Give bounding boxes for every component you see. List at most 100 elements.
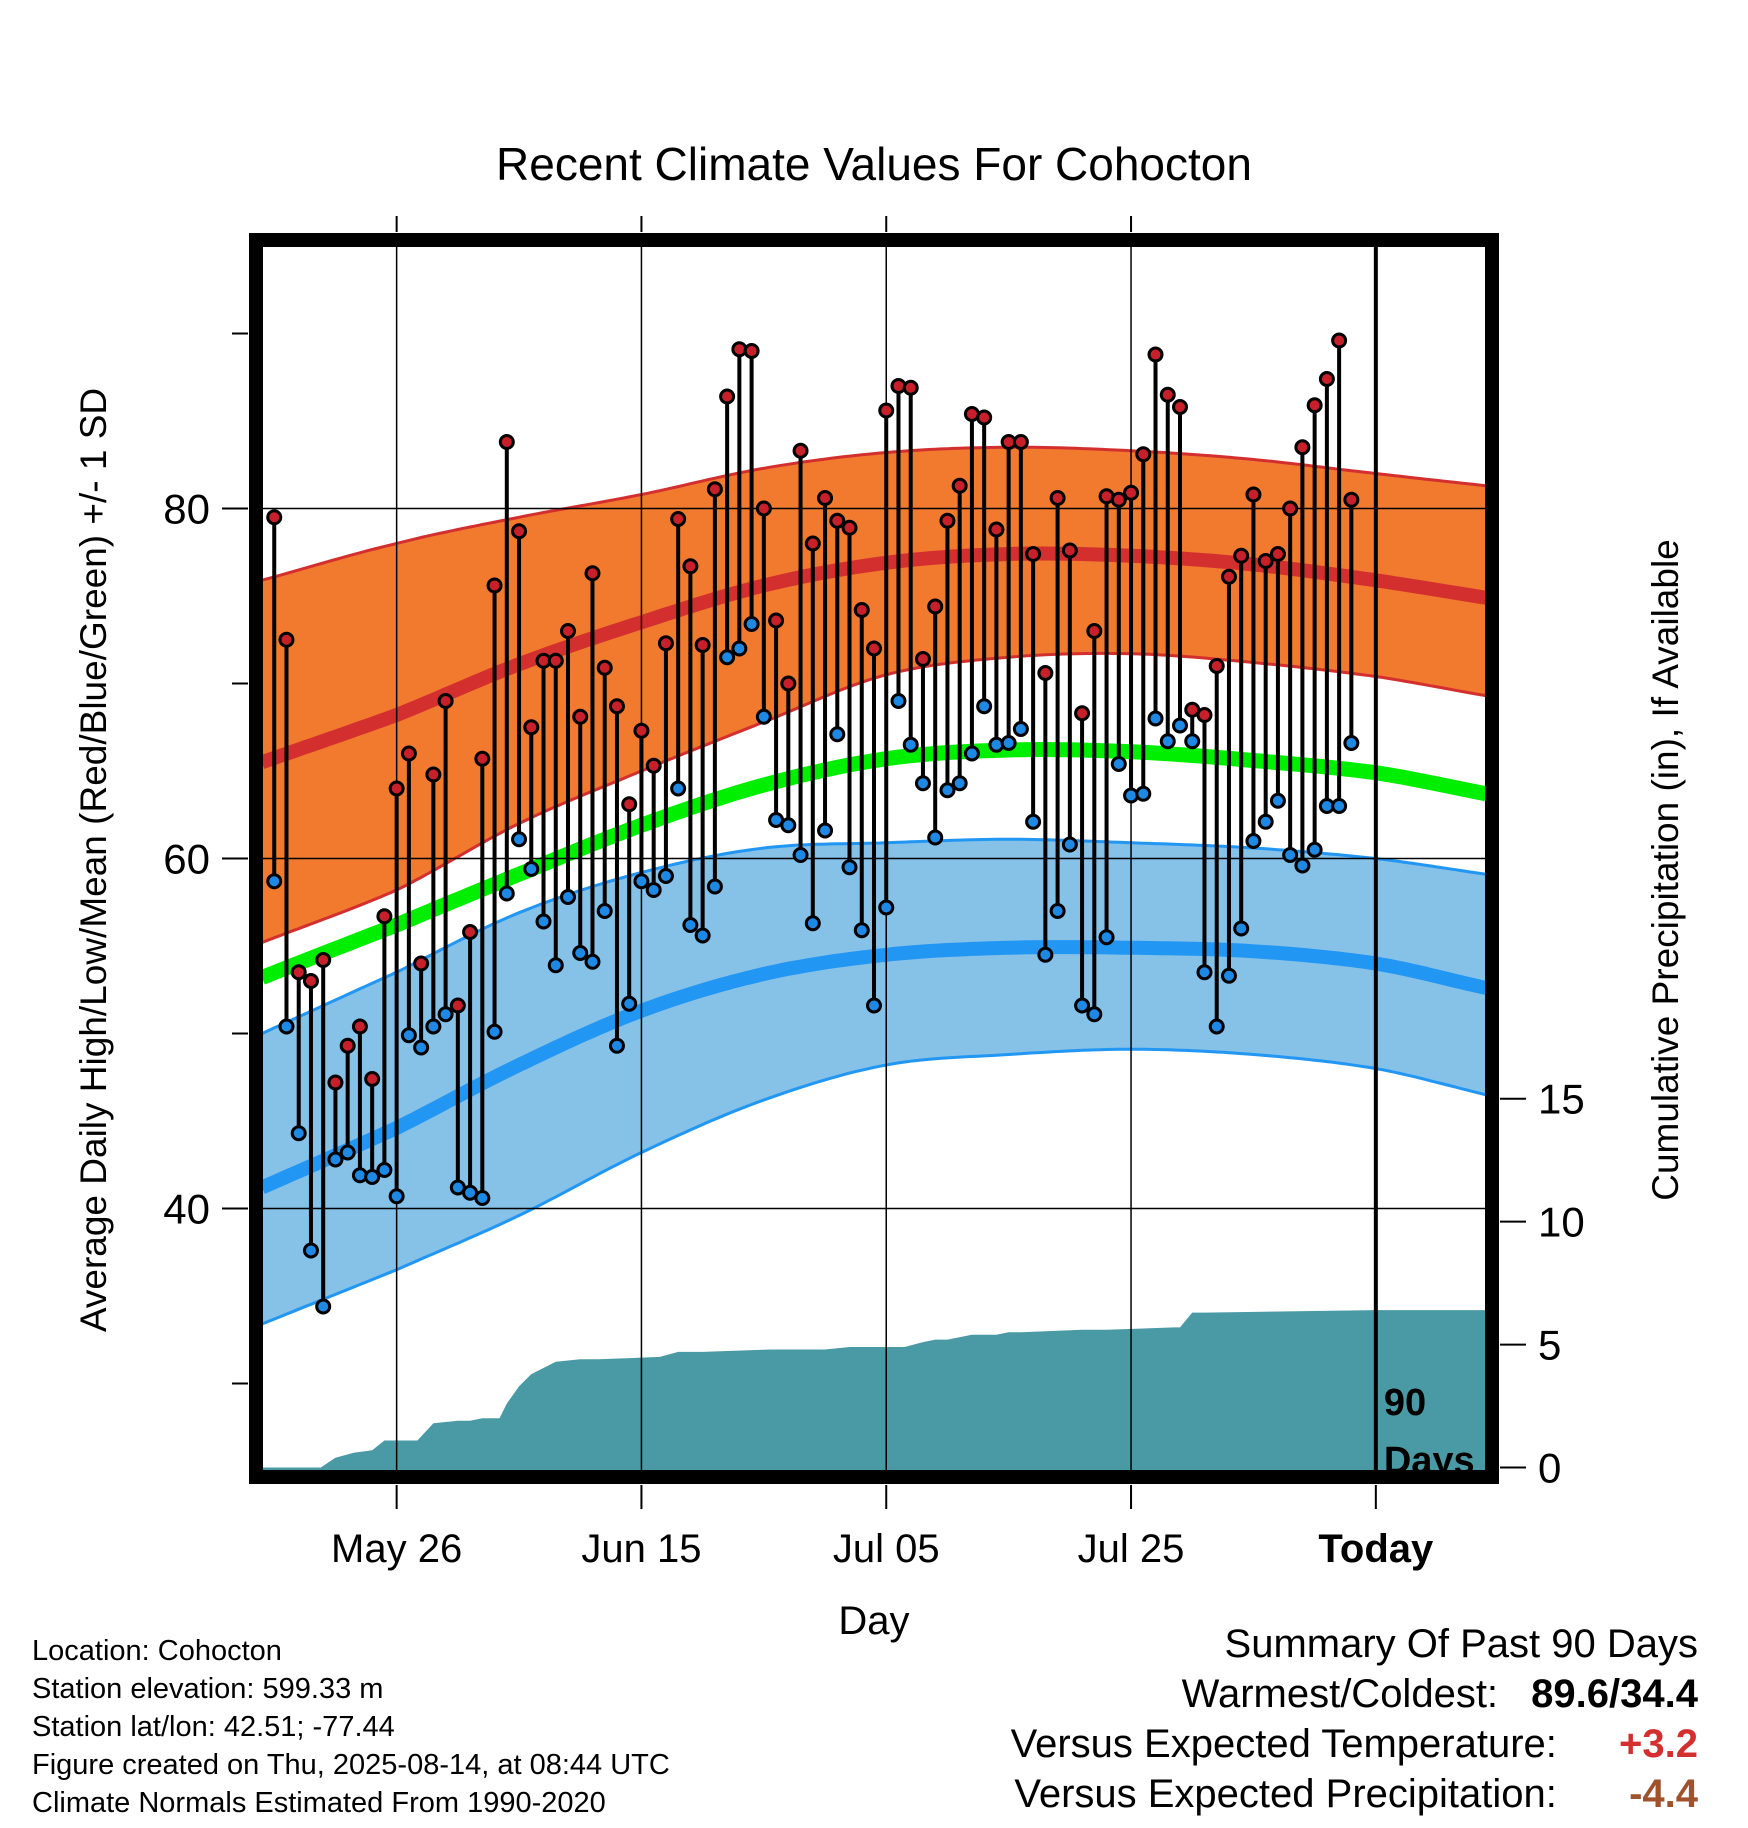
- summary-heading: Summary Of Past 90 Days: [1224, 1622, 1698, 1666]
- daily-high-point: [1110, 491, 1127, 508]
- daily-high-point: [670, 511, 687, 527]
- daily-high-point: [743, 343, 760, 359]
- daily-high-point: [706, 481, 723, 498]
- daily-low-point: [608, 1037, 625, 1054]
- normal-high-upper-edge: [262, 445, 1486, 582]
- normal-low-band: [262, 839, 1486, 1324]
- daily-low-point: [1196, 964, 1213, 981]
- precip-area: [262, 1310, 1486, 1471]
- daily-high-point: [523, 719, 540, 736]
- daily-low-point: [290, 1125, 307, 1142]
- daily-high-point: [878, 402, 895, 419]
- daily-high-point: [1294, 439, 1311, 456]
- daily-low-point: [878, 899, 895, 916]
- daily-high-point: [1331, 332, 1348, 349]
- daily-low-point: [1110, 756, 1127, 772]
- daily-low-point: [1098, 929, 1115, 946]
- daily-low-point: [1135, 785, 1152, 802]
- daily-high-point: [1074, 705, 1091, 722]
- daily-low-point: [621, 995, 638, 1012]
- daily-high-point: [290, 964, 307, 981]
- daily-high-point: [437, 693, 454, 709]
- daily-high-point: [351, 1018, 368, 1035]
- daily-high-point: [339, 1037, 356, 1054]
- daily-high-point: [388, 780, 405, 797]
- summary-warmest-label: Warmest/Coldest:: [1181, 1672, 1499, 1716]
- daily-high-point: [1306, 397, 1323, 414]
- daily-high-point: [866, 640, 882, 657]
- x-tick-label: Jul 25: [1078, 1527, 1185, 1571]
- summary-temp-label: Versus Expected Temperature:: [1010, 1722, 1557, 1766]
- daily-high-point: [608, 698, 625, 715]
- daily-high-point: [1025, 546, 1042, 562]
- daily-low-point: [780, 817, 797, 834]
- daily-low-point: [547, 957, 564, 974]
- daily-high-point: [1049, 490, 1066, 506]
- daily-low-point: [633, 873, 650, 890]
- summary-warmest-row: Warmest/Coldest: 89.6/34.4: [1182, 1672, 1698, 1717]
- daily-high-point: [1208, 658, 1225, 674]
- daily-high-point: [474, 750, 491, 767]
- daily-low-point: [266, 873, 283, 890]
- summary-temp-row: Versus Expected Temperature: +3.2: [1011, 1722, 1698, 1767]
- left-tick-label: 40: [163, 1186, 210, 1233]
- daily-low-point: [1220, 967, 1237, 984]
- daily-high-point: [682, 558, 699, 575]
- daily-low-point: [376, 1162, 393, 1178]
- daily-high-point: [621, 796, 638, 813]
- daily-high-point: [1061, 542, 1078, 559]
- daily-low-point: [841, 859, 858, 876]
- daily-high-point: [657, 635, 674, 652]
- daily-high-point: [841, 519, 858, 536]
- daily-low-point: [682, 917, 699, 933]
- daily-low-point: [963, 745, 980, 762]
- summary-precip-row: Versus Expected Precipitation: -4.4: [1014, 1772, 1698, 1817]
- daily-low-point: [437, 1006, 454, 1023]
- daily-low-point: [914, 775, 931, 792]
- daily-high-point: [1233, 547, 1250, 564]
- x-tick-label: May 26: [331, 1527, 462, 1571]
- chart-title: Recent Climate Values For Cohocton: [496, 138, 1252, 190]
- daily-low-point: [731, 640, 748, 657]
- today-annotation-line: 90: [1384, 1382, 1426, 1424]
- right-tick-label: 5: [1538, 1322, 1561, 1369]
- daily-high-point: [719, 388, 736, 405]
- daily-high-point: [302, 973, 319, 989]
- daily-high-point: [596, 659, 613, 676]
- daily-low-point: [1159, 733, 1176, 750]
- daily-high-point: [364, 1071, 381, 1087]
- daily-low-point: [927, 829, 944, 846]
- daily-low-point: [1294, 857, 1311, 874]
- right-tick-label: 0: [1538, 1445, 1561, 1492]
- footer-elevation: Station elevation: 599.33 m: [32, 1673, 384, 1705]
- daily-low-point: [829, 726, 846, 743]
- daily-low-point: [1147, 710, 1164, 727]
- x-tick-label: Jul 05: [833, 1527, 940, 1571]
- daily-low-point: [1000, 735, 1017, 751]
- daily-high-point: [1318, 371, 1335, 387]
- daily-high-point: [449, 997, 466, 1014]
- daily-low-point: [1233, 920, 1250, 937]
- daily-high-point: [1269, 546, 1286, 562]
- footer-normals: Climate Normals Estimated From 1990-2020: [32, 1787, 606, 1819]
- daily-high-point: [1282, 500, 1299, 517]
- daily-high-point: [914, 651, 931, 667]
- daily-low-point: [670, 780, 687, 797]
- daily-high-point: [1172, 399, 1188, 415]
- daily-low-point: [890, 693, 907, 709]
- daily-low-point: [1269, 792, 1286, 809]
- daily-high-point: [633, 722, 650, 739]
- daily-low-point: [1245, 833, 1262, 849]
- daily-high-point: [1245, 486, 1262, 503]
- daily-high-point: [853, 602, 870, 618]
- today-annotation-line: Days: [1384, 1440, 1475, 1482]
- daily-low-point: [560, 889, 576, 905]
- daily-high-point: [1037, 665, 1054, 681]
- daily-high-point: [327, 1074, 344, 1091]
- daily-low-point: [1306, 841, 1323, 858]
- daily-low-point: [866, 997, 882, 1014]
- daily-low-point: [951, 775, 968, 792]
- daily-high-point: [462, 924, 479, 940]
- daily-high-point: [315, 952, 332, 968]
- daily-low-point: [792, 847, 809, 863]
